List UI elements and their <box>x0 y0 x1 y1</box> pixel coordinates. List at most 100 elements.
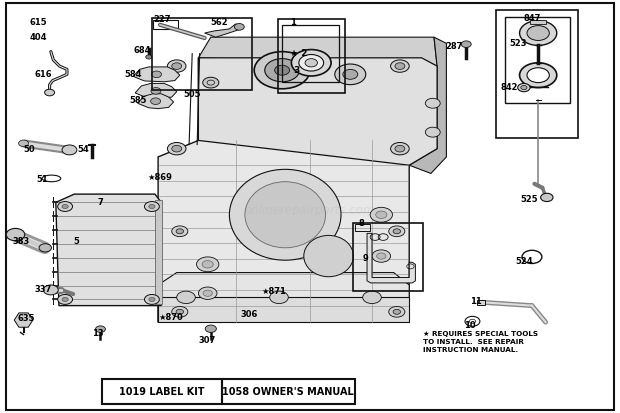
Bar <box>530 20 546 24</box>
Circle shape <box>377 253 386 259</box>
Circle shape <box>265 59 299 82</box>
Polygon shape <box>198 37 437 66</box>
Circle shape <box>541 193 553 202</box>
Circle shape <box>305 59 317 67</box>
Circle shape <box>146 55 152 59</box>
Circle shape <box>39 244 51 252</box>
Text: 54: 54 <box>78 145 89 154</box>
Text: 616: 616 <box>34 70 51 79</box>
Bar <box>477 300 485 305</box>
Circle shape <box>58 294 73 304</box>
Polygon shape <box>14 313 33 327</box>
Circle shape <box>521 85 527 90</box>
Text: 505: 505 <box>183 90 200 99</box>
Text: 337: 337 <box>34 285 51 294</box>
Text: 847: 847 <box>524 14 541 23</box>
Bar <box>158 297 409 322</box>
Polygon shape <box>56 194 161 306</box>
Circle shape <box>177 291 195 304</box>
Circle shape <box>335 64 366 85</box>
Circle shape <box>62 297 68 301</box>
Bar <box>153 20 178 29</box>
Circle shape <box>527 68 549 83</box>
Circle shape <box>62 145 77 155</box>
Text: 50: 50 <box>24 145 35 154</box>
Circle shape <box>45 89 55 96</box>
Circle shape <box>270 291 288 304</box>
Circle shape <box>167 142 186 155</box>
Text: 287: 287 <box>445 42 463 51</box>
Text: 524: 524 <box>516 256 533 266</box>
Text: 51: 51 <box>36 175 48 184</box>
Circle shape <box>393 309 401 314</box>
Circle shape <box>254 52 310 89</box>
Polygon shape <box>158 273 409 322</box>
Circle shape <box>203 77 219 88</box>
Text: 3: 3 <box>293 66 299 75</box>
Circle shape <box>6 228 25 241</box>
Text: 523: 523 <box>510 39 527 48</box>
Bar <box>355 224 370 231</box>
Circle shape <box>363 291 381 304</box>
Ellipse shape <box>245 182 326 248</box>
Circle shape <box>202 261 213 268</box>
Circle shape <box>372 250 391 262</box>
Polygon shape <box>133 67 180 82</box>
Bar <box>222 379 355 404</box>
Circle shape <box>291 50 331 76</box>
Text: 5: 5 <box>73 237 79 246</box>
Text: onlinerepairparts.com: onlinerepairparts.com <box>245 204 375 217</box>
Bar <box>496 10 578 138</box>
Text: 1019 LABEL KIT: 1019 LABEL KIT <box>120 387 205 396</box>
Circle shape <box>144 294 159 304</box>
Polygon shape <box>198 58 437 165</box>
Circle shape <box>234 24 244 30</box>
Text: 9: 9 <box>363 254 368 263</box>
Bar <box>282 25 339 82</box>
Circle shape <box>167 60 186 72</box>
Circle shape <box>389 226 405 237</box>
Circle shape <box>425 98 440 108</box>
Text: ★871: ★871 <box>262 287 286 296</box>
Circle shape <box>343 69 358 79</box>
Circle shape <box>151 98 161 104</box>
Bar <box>505 17 570 103</box>
Circle shape <box>198 287 217 299</box>
Circle shape <box>172 63 182 69</box>
Polygon shape <box>135 83 177 98</box>
Circle shape <box>197 257 219 272</box>
Text: 1: 1 <box>290 18 296 27</box>
Circle shape <box>461 41 471 47</box>
Text: 1058 OWNER'S MANUAL: 1058 OWNER'S MANUAL <box>223 387 354 396</box>
Text: 227: 227 <box>154 15 171 24</box>
Circle shape <box>389 306 405 317</box>
Text: 404: 404 <box>30 33 47 43</box>
Circle shape <box>149 204 155 209</box>
Text: 525: 525 <box>521 195 538 204</box>
Circle shape <box>172 145 182 152</box>
Circle shape <box>395 145 405 152</box>
Ellipse shape <box>304 235 353 277</box>
Text: 584: 584 <box>124 70 141 79</box>
Circle shape <box>391 142 409 155</box>
Text: 306: 306 <box>241 310 258 319</box>
Text: 8: 8 <box>358 218 364 228</box>
Circle shape <box>58 202 73 211</box>
Circle shape <box>151 88 161 94</box>
Circle shape <box>19 140 29 147</box>
Text: 7: 7 <box>98 198 104 207</box>
Circle shape <box>370 207 392 222</box>
Text: 585: 585 <box>129 96 146 105</box>
Text: 11: 11 <box>470 297 482 306</box>
Polygon shape <box>205 24 242 37</box>
Circle shape <box>395 63 405 69</box>
Text: 842: 842 <box>501 83 518 92</box>
Circle shape <box>203 290 212 297</box>
Bar <box>155 200 162 304</box>
Polygon shape <box>367 233 415 283</box>
Text: ★870: ★870 <box>158 313 183 322</box>
Text: ★ 2: ★ 2 <box>290 49 308 58</box>
Circle shape <box>43 285 58 295</box>
Circle shape <box>95 326 105 332</box>
Bar <box>152 18 252 90</box>
